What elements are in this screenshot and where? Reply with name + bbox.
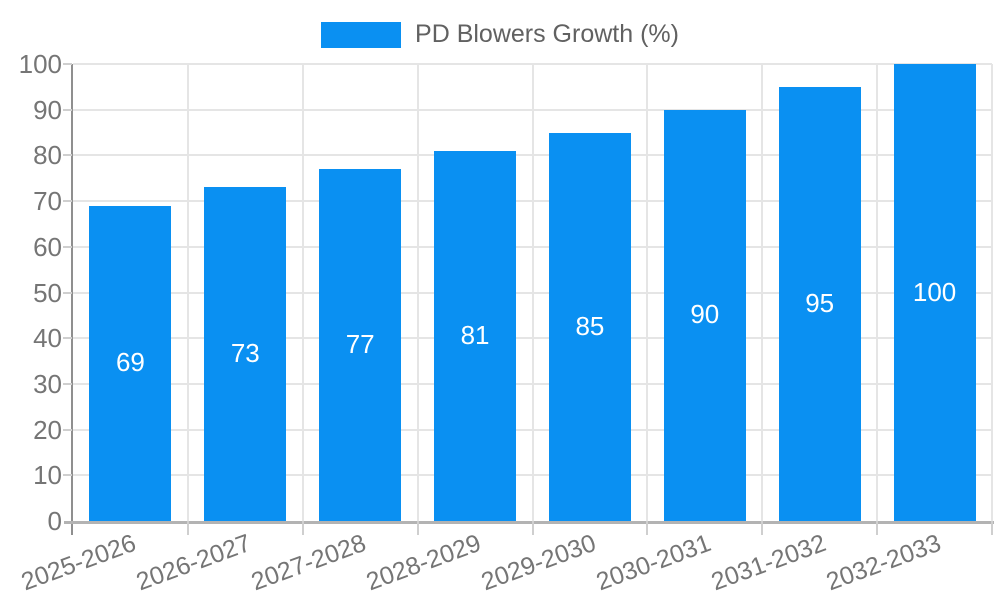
y-tick-mark xyxy=(63,291,72,294)
y-axis-tick-label: 0 xyxy=(47,506,62,536)
x-axis-category-label: 2029-2030 xyxy=(477,529,600,597)
x-tick-mark xyxy=(761,521,764,535)
bar: 90 xyxy=(663,109,746,521)
x-axis-category-label: 2031-2032 xyxy=(707,529,830,597)
gridline-vertical xyxy=(186,64,189,521)
gridline-vertical xyxy=(531,64,534,521)
bar: 77 xyxy=(319,169,402,521)
x-axis-category-label: 2026-2027 xyxy=(132,529,255,597)
gridline-vertical xyxy=(991,64,993,521)
y-tick-mark xyxy=(63,154,72,157)
y-axis-line xyxy=(71,64,73,535)
bar-value-label: 100 xyxy=(912,276,957,307)
x-axis-category-label: 2028-2029 xyxy=(362,529,485,597)
x-axis-category-label: 2027-2028 xyxy=(247,529,370,597)
bar-value-label: 73 xyxy=(230,338,260,369)
x-axis-category-label: 2032-2033 xyxy=(822,529,945,597)
y-axis-tick-label: 30 xyxy=(33,368,62,399)
y-axis-tick-label: 50 xyxy=(33,277,62,308)
y-axis-tick-label: 70 xyxy=(33,186,62,217)
bar-value-label: 69 xyxy=(115,347,145,378)
x-tick-mark xyxy=(186,521,189,535)
x-tick-mark xyxy=(991,521,993,535)
y-tick-mark xyxy=(63,474,72,477)
y-tick-mark xyxy=(63,337,72,340)
bar: 69 xyxy=(89,205,172,521)
legend-label: PD Blowers Growth (%) xyxy=(415,20,679,48)
bar-value-label: 95 xyxy=(805,287,835,318)
gridline-vertical xyxy=(416,64,419,521)
y-tick-mark xyxy=(63,428,72,431)
legend: PD Blowers Growth (%) xyxy=(0,20,1000,48)
y-axis-tick-label: 10 xyxy=(33,460,62,491)
x-axis-category-label: 2025-2026 xyxy=(18,529,141,597)
legend-swatch xyxy=(321,21,402,48)
y-axis-tick-label: 90 xyxy=(33,94,62,125)
x-tick-mark xyxy=(531,521,534,535)
gridline-vertical xyxy=(876,64,879,521)
gridline-vertical xyxy=(761,64,764,521)
x-tick-mark xyxy=(646,521,649,535)
bar-value-label: 77 xyxy=(345,329,375,360)
bar: 85 xyxy=(548,132,631,521)
y-tick-mark xyxy=(63,200,72,203)
y-axis-tick-label: 80 xyxy=(33,140,62,171)
bar: 81 xyxy=(434,150,517,521)
x-axis-category-label: 2030-2031 xyxy=(592,529,715,597)
bar: 100 xyxy=(893,64,976,521)
y-tick-mark xyxy=(63,108,72,111)
y-axis-tick-label: 100 xyxy=(18,49,62,79)
plot-area: 69 73 77 81 85 90 95 100 xyxy=(73,63,993,521)
y-tick-mark xyxy=(63,245,72,248)
x-tick-mark xyxy=(416,521,419,535)
x-axis-line xyxy=(64,521,994,524)
y-axis-tick-label: 40 xyxy=(33,323,62,354)
x-tick-mark xyxy=(876,521,879,535)
y-tick-mark xyxy=(63,63,72,65)
gridline-vertical xyxy=(301,64,304,521)
bar-value-label: 81 xyxy=(460,319,490,350)
x-tick-mark xyxy=(301,521,304,535)
bar-value-label: 90 xyxy=(690,299,720,330)
y-axis-tick-label: 20 xyxy=(33,414,62,445)
bar: 95 xyxy=(778,86,861,521)
y-axis-tick-label: 60 xyxy=(33,231,62,262)
y-tick-mark xyxy=(63,382,72,385)
bar: 73 xyxy=(204,187,287,521)
gridline-vertical xyxy=(646,64,649,521)
bar-value-label: 85 xyxy=(575,310,605,341)
